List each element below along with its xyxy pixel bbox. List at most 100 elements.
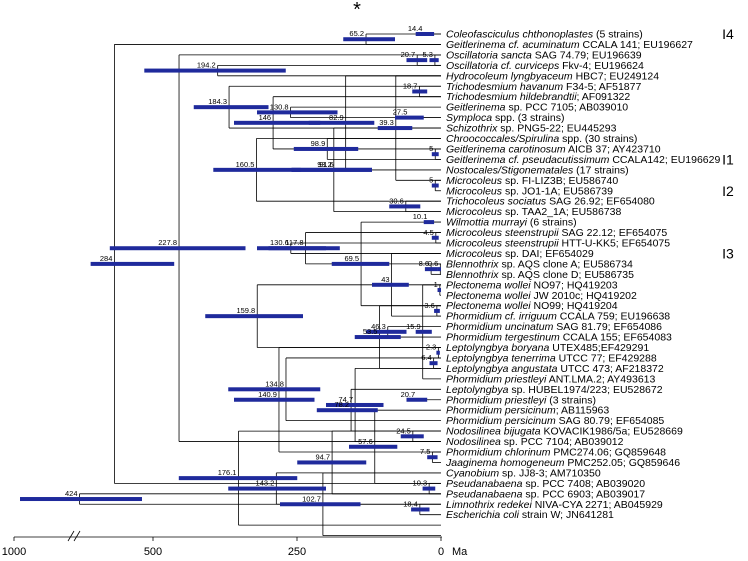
node-age-label: 24.5 [396,426,411,435]
taxon-strain: sp. AQS clone D; EU586735 [499,269,635,281]
time-axis: 1000 500 250 0 Ma [2,530,468,558]
hpd-bar [415,329,432,334]
taxon-strain: sp. FI-LIZ3B; EU586740 [502,175,618,187]
taxon-name: Blennothrix [446,258,499,270]
taxon-name: Pseudanabaena [446,478,523,490]
hpd-bar [366,329,407,334]
taxon-strain: UTCC 473; AF218372 [558,363,664,375]
taxon-strain: (5 strains) [593,29,643,41]
hpd-bar [424,267,438,272]
taxon-label: Escherichia coli strain W; JN641281 [446,509,614,521]
node-age-label: 93.2 [317,160,332,169]
taxon-name: Microcoleus steenstrupii [446,227,559,239]
taxon-name: Leptolyngbya [446,384,509,396]
hpd-bar [422,486,436,491]
clade-label: I3 [722,245,734,261]
node-age-label: 5 [429,144,433,153]
taxon-label: Plectonema wollei NO99; HQ419204 [446,300,618,312]
taxon-name: Phormidium uncinatum [446,321,554,333]
taxon-strain: ANT.LMA.2; AY493613 [546,373,655,385]
taxon-strain: HTT-U-KK5; EF654075 [559,238,671,250]
hpd-bar [354,335,401,340]
hpd-bar [431,183,439,188]
taxon-label: Pseudanabaena sp. PCC 7408; AB039020 [446,478,645,490]
age-confidence-bars [20,32,441,512]
taxon-name: Phormidium cf. irriguum [446,311,557,323]
taxon-name: Phormidium priestleyi [446,373,547,385]
hpd-bar [90,261,175,266]
node-age-label: 5 [429,176,433,185]
taxon-label: Trichocoleus sociatus SAG 26.92; EF65408… [446,196,655,208]
node-age-label: 8.6 [419,259,429,268]
node-age-label: 20.7 [401,390,416,399]
hpd-bar [389,204,421,209]
taxon-label: Nodosilinea sp. PCC 7104; AB039012 [446,436,624,448]
taxon-strain: sp. PCC 7104; AB039012 [501,436,624,448]
node-age-label: 0.6 [428,259,438,268]
taxon-strain: NO97; HQ419203 [531,279,618,291]
node-age-label: 82.9 [329,113,344,122]
node-age-label: 227.8 [158,238,177,247]
taxon-label: Phormidium priestleyi ANT.LMA.2; AY49361… [446,373,655,385]
taxon-name: Schizothrix [446,123,498,135]
taxon-label: Plectonema wollei NO97; HQ419203 [446,279,618,291]
taxon-name: Microcoleus [446,206,503,218]
hpd-bar [109,246,246,251]
hpd-bar [431,235,439,240]
hpd-bar [144,68,286,73]
taxon-name: Oscillatoria sancta [446,49,532,61]
taxon-name: Leptolyngbya boryana [446,342,549,354]
taxon-strain: sp. PCC 7408; AB039020 [523,478,646,490]
node-age-label: 1 [434,280,438,289]
taxon-label: Phormidium cf. irriguum CCALA 759; EU196… [446,311,670,323]
hpd-bar [415,32,435,36]
taxon-strain: CCALA 141; EU196627 [580,39,693,51]
node-age-label: 39.3 [379,118,394,127]
hpd-bar [343,37,395,42]
taxon-strain: sp. AQS clone A; EU586734 [499,258,633,270]
taxon-name: Geitlerinema cf. pseudacutissimum [446,154,610,166]
hpd-bar [436,350,440,355]
node-age-label: 91.6 [319,160,334,169]
taxon-label: Phormidium persicinum; AB115963 [446,405,609,417]
hpd-bar [280,502,361,507]
node-age-label: 57.6 [358,437,373,446]
taxon-label: Microcoleus sp. JO1-1A; EU586739 [446,185,613,197]
axis-unit-label: Ma [452,546,468,558]
taxon-strain: JW 2010c; HQ419202 [531,290,637,302]
hpd-bar [437,288,441,293]
taxon-label: Leptolyngbya boryana UTEX485;EF429291 [446,342,649,354]
node-age-label: 10.3 [413,479,428,488]
node-age-label: 4.5 [423,228,433,237]
taxon-label: Wilmottia murrayi (6 strains) [446,217,577,229]
hpd-bar [293,146,359,151]
taxon-strain: AICB 37; AY423710 [566,143,661,155]
hpd-bar [429,58,439,63]
hpd-bar [406,58,428,63]
taxon-label: Oscillatoria cf. curviceps Fkv-4; EU1966… [446,60,644,72]
node-age-label: 140.9 [258,390,277,399]
node-age-label: 117.8 [285,238,303,247]
hpd-bar [372,282,409,287]
node-age-label: 20.7 [401,50,416,59]
taxon-name: Phormidium chlorinum [446,447,551,459]
taxon-name: Jaaginema homogeneum [445,457,565,469]
taxon-name: Trichocoleus sociatus [446,196,547,208]
hpd-bar [178,476,298,481]
taxon-strain: sp. JO1-1A; EU586739 [502,185,613,197]
taxon-label: Oscillatoria sancta SAG 74.79; EU196639 [446,49,642,61]
calibration-star: * [353,0,361,21]
hpd-bar [257,110,338,115]
taxon-label: Nostocales/Stigonematales (17 strains) [446,164,629,176]
taxon-strain: sp. TAA2_1A; EU586738 [502,206,621,218]
taxon-label: Microcoleus sp. TAA2_1A; EU586738 [446,206,621,218]
node-age-label: 284 [100,254,113,263]
taxon-name: Cyanobium [446,467,499,479]
taxon-strain: sp. JJ8-3; AM710350 [499,467,601,479]
node-age-label: 78.2 [334,400,349,409]
taxon-label: Phormidium priestleyi (3 strains) [446,394,596,406]
taxon-name: Pseudanabaena [446,488,523,500]
hpd-bar [234,120,321,125]
node-age-label: 98.9 [311,139,326,148]
node-age-label: 43 [381,275,389,284]
